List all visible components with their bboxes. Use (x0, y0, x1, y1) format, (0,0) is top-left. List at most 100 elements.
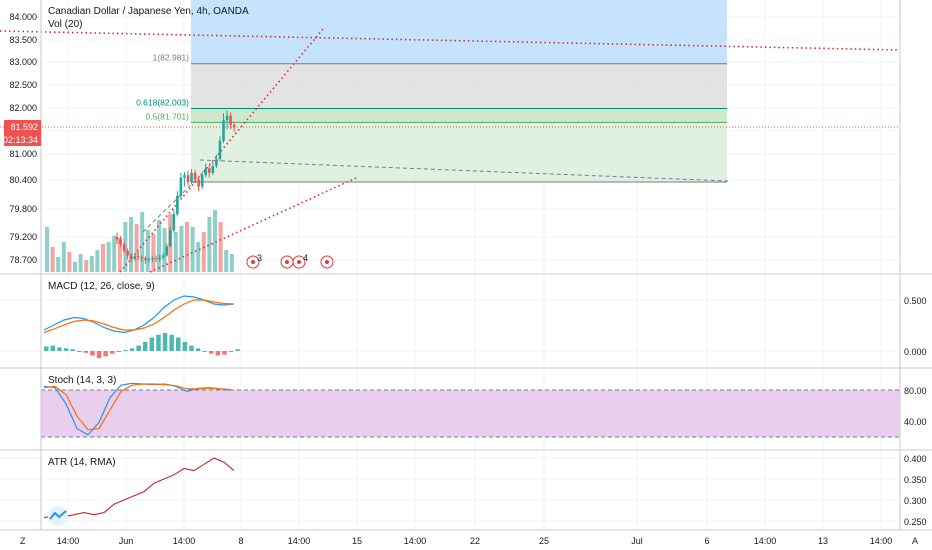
volume-bar (89, 256, 94, 272)
candle-body (147, 259, 151, 261)
volume-bar (185, 222, 189, 272)
macd-bar (83, 351, 89, 353)
macd-bar (235, 349, 240, 351)
macd-bar (136, 345, 141, 351)
price-tick: 79.800 (9, 204, 37, 214)
candle-body (183, 175, 186, 178)
candle-body (172, 214, 176, 231)
countdown-tag (4, 133, 41, 146)
candle-body (154, 258, 158, 260)
event-marker[interactable]: 3 (246, 253, 262, 269)
candle-body (200, 175, 204, 187)
volume-bar (67, 252, 72, 272)
volume-bar (140, 212, 145, 272)
event-count: 3 (257, 253, 262, 263)
countdown-value: 02:13:34 (3, 135, 38, 145)
right-axis[interactable]: 0.500 0.000 80.00 40.00 0.400 0.350 0.30… (899, 0, 927, 530)
candle-body (215, 159, 218, 167)
macd-bar (70, 349, 75, 351)
lower-support-line[interactable] (149, 177, 357, 273)
atr-tick: 0.400 (904, 454, 927, 464)
macd-bar (209, 351, 214, 354)
upper-resistance-line[interactable] (0, 30, 900, 51)
macd-bar (44, 346, 49, 351)
volume-bar (45, 227, 49, 272)
auto-scale-button[interactable]: A (912, 536, 918, 546)
volume-bar (218, 222, 223, 272)
candle-body (129, 255, 133, 260)
volume-bar (201, 232, 206, 272)
time-axis[interactable]: 14:00 Jun 14:00 8 14:00 15 14:00 22 25 Jul 6 14:00 1… (0, 529, 932, 546)
macd-signal-line (43, 299, 235, 334)
macd-pane[interactable]: MACD (12, 26, close, 9) (0, 273, 932, 359)
volume-bar (179, 226, 184, 272)
macd-bar (228, 351, 234, 352)
price-tick: 82.500 (9, 80, 37, 90)
projection-line-a (142, 175, 201, 233)
candle-body (222, 120, 225, 141)
candle-body (176, 195, 179, 215)
left-price-axis[interactable]: 84.00083.50083.00082.50082.00081.50081.0… (3, 0, 42, 530)
tradingview-logo[interactable] (48, 506, 68, 526)
macd-tick: 0.000 (904, 347, 927, 357)
macd-title: MACD (12, 26, close, 9) (48, 281, 155, 292)
atr-tick: 0.300 (904, 496, 927, 506)
macd-bar (96, 351, 102, 359)
candle-body (229, 115, 232, 125)
volume-bar (73, 262, 77, 272)
candle-body (158, 257, 161, 260)
event-marker[interactable]: 4 (292, 253, 308, 269)
volume-bar (145, 230, 150, 272)
candle-body (204, 168, 208, 176)
event-marker[interactable] (280, 255, 294, 269)
steep-trend-line[interactable] (119, 28, 324, 273)
candle-body (190, 172, 193, 183)
fib-zone-upper (191, 0, 727, 64)
event-marker[interactable] (320, 255, 334, 269)
fib-label-05: 0.5(81.701) (146, 111, 190, 121)
volume-bar (129, 217, 133, 272)
main-price-pane[interactable]: 1(82.981) 0.618(82.003) 0.5(81.701) 3 (0, 0, 900, 273)
stoch-tick: 80.00 (904, 386, 927, 396)
event-markers[interactable]: 3 4 (246, 253, 334, 269)
fibonacci-zones[interactable]: 1(82.981) 0.618(82.003) 0.5(81.701) (136, 0, 727, 183)
stoch-band (41, 390, 900, 437)
candle-body (115, 237, 119, 240)
macd-bar (195, 348, 201, 351)
macd-bar (202, 351, 207, 352)
candle-body (126, 250, 129, 256)
volume-bar (162, 228, 167, 272)
candle-body (161, 255, 165, 258)
time-tick: 14:00 (288, 536, 311, 546)
macd-bar (103, 351, 108, 357)
stoch-pane[interactable]: Stoch (14, 3, 3) (0, 367, 932, 438)
candle-body (197, 179, 200, 187)
current-price-tag (4, 120, 41, 133)
time-tick: 15 (352, 536, 362, 546)
candle-body (186, 175, 190, 183)
macd-bar (50, 345, 56, 351)
macd-bar (169, 334, 174, 351)
time-tick: 14:00 (870, 536, 893, 546)
volume-bar (95, 250, 100, 272)
volume-bar (56, 257, 61, 272)
volume-bar (61, 242, 66, 272)
candle-body (218, 140, 222, 160)
time-tick: 22 (470, 536, 480, 546)
candle-body (144, 258, 147, 260)
stoch-d-line (43, 383, 232, 431)
macd-bar (116, 351, 122, 352)
candlesticks (115, 110, 236, 264)
atr-pane[interactable]: ATR (14, RMA) (0, 449, 932, 526)
zoom-reset-button[interactable]: Z (20, 536, 26, 546)
price-tick: 78.700 (9, 255, 37, 265)
volume-bar (229, 254, 234, 272)
macd-bar (189, 345, 194, 351)
atr-tick: 0.250 (904, 517, 927, 527)
fib-label-1: 1(82.981) (153, 53, 190, 63)
volume-label: Vol (20) (48, 19, 82, 30)
trendlines[interactable] (0, 28, 900, 273)
volume-bars (45, 210, 234, 272)
volume-bar (50, 247, 55, 272)
